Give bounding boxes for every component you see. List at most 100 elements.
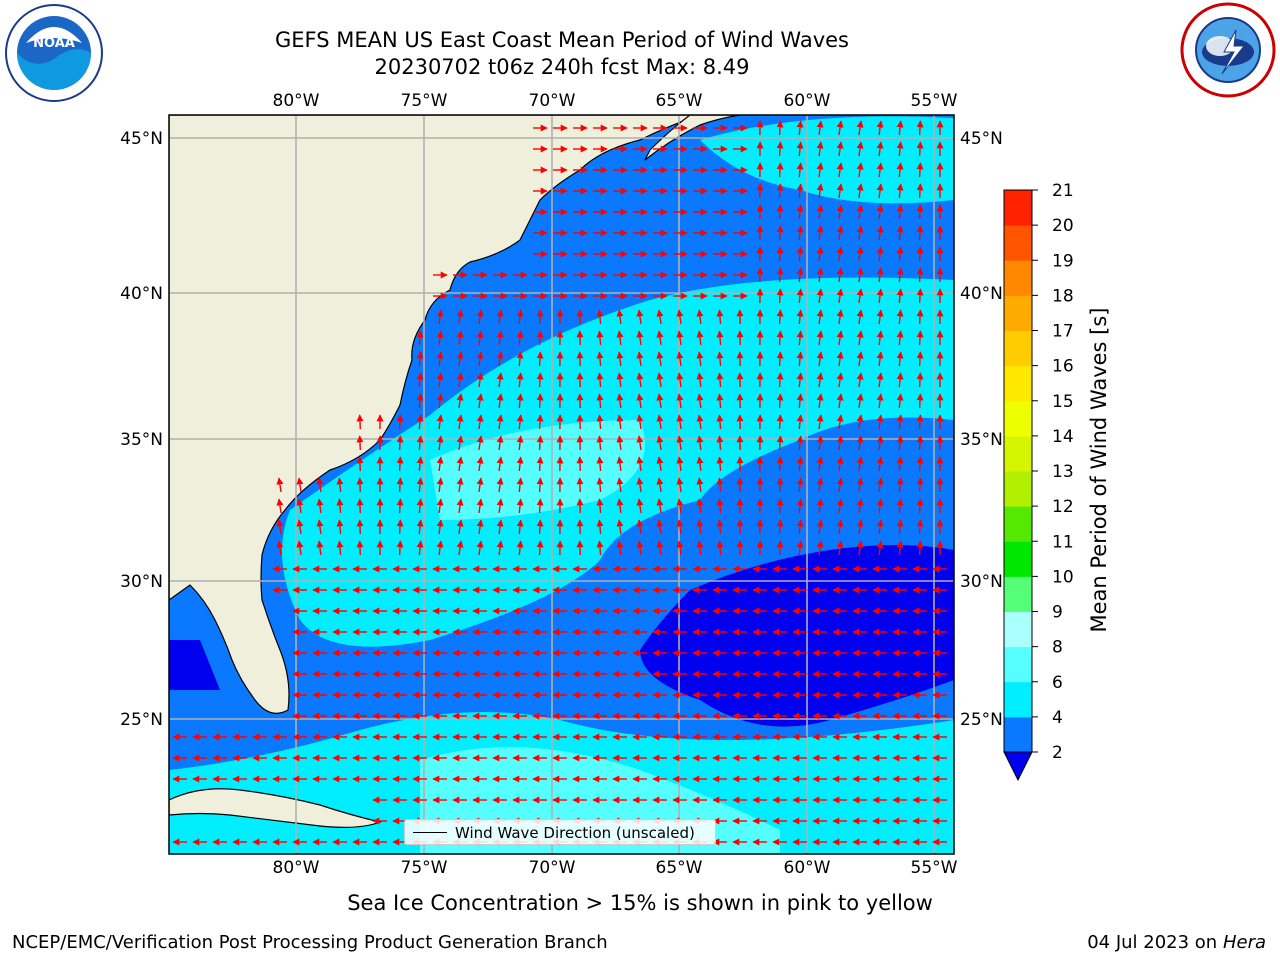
wind-wave-arrow <box>876 456 884 472</box>
wind-wave-arrow <box>656 393 664 409</box>
wind-wave-arrow <box>896 414 904 430</box>
lat-label-right: 25°N <box>960 710 1003 730</box>
wind-wave-arrow <box>536 477 544 493</box>
wind-wave-arrow <box>616 540 624 556</box>
wind-wave-arrow <box>876 183 884 199</box>
wind-wave-arrow <box>916 330 924 346</box>
wind-wave-arrow <box>536 393 544 409</box>
wind-wave-arrow <box>496 309 504 325</box>
wind-wave-arrow <box>676 498 684 514</box>
wind-wave-arrow <box>856 414 864 430</box>
wind-wave-arrow <box>636 477 644 493</box>
wind-wave-arrow <box>916 120 924 136</box>
wind-wave-arrow <box>816 519 824 535</box>
wind-wave-arrow <box>916 393 924 409</box>
wind-wave-arrow <box>856 120 864 136</box>
wind-wave-arrow <box>636 540 644 556</box>
lat-label-right: 30°N <box>960 572 1003 592</box>
wind-wave-arrow <box>836 519 844 535</box>
wind-wave-arrow <box>816 183 824 199</box>
wind-wave-arrow <box>656 372 664 388</box>
colorbar-tick-label: 6 <box>1052 673 1063 693</box>
wind-wave-arrow <box>696 372 704 388</box>
wind-wave-arrow <box>496 519 504 535</box>
lon-label-bottom: 65°W <box>656 858 703 878</box>
wind-wave-arrow <box>836 372 844 388</box>
colorbar-segment <box>1004 435 1032 472</box>
wind-wave-arrow <box>856 393 864 409</box>
wind-wave-arrow <box>616 309 624 325</box>
wind-wave-arrow <box>576 540 584 556</box>
wind-wave-arrow <box>716 372 724 388</box>
lon-label-top: 80°W <box>273 91 320 111</box>
wind-wave-arrow <box>456 540 464 556</box>
wind-wave-arrow <box>856 456 864 472</box>
wind-wave-arrow <box>916 162 924 178</box>
wind-wave-arrow <box>776 435 784 451</box>
wind-wave-arrow <box>716 414 724 430</box>
wind-wave-arrow <box>856 246 864 262</box>
wind-wave-arrow <box>296 477 304 493</box>
wind-wave-arrow <box>676 330 684 346</box>
wind-wave-arrow <box>696 351 704 367</box>
wind-wave-arrow <box>656 435 664 451</box>
wind-wave-arrow <box>776 351 784 367</box>
wind-wave-arrow <box>816 162 824 178</box>
colorbar-segment <box>1004 330 1032 367</box>
wind-wave-arrow <box>716 309 724 325</box>
lon-label-bottom: 80°W <box>273 858 320 878</box>
wind-wave-arrow <box>436 351 444 367</box>
wind-wave-arrow <box>576 435 584 451</box>
wind-wave-arrow <box>816 372 824 388</box>
wind-wave-arrow <box>596 309 604 325</box>
wind-wave-arrow <box>436 540 444 556</box>
wind-wave-arrow <box>776 309 784 325</box>
wind-wave-arrow <box>896 288 904 304</box>
colorbar-segment <box>1004 365 1032 402</box>
wind-wave-arrow <box>836 540 844 556</box>
wind-wave-arrow <box>596 435 604 451</box>
wind-wave-arrow <box>816 309 824 325</box>
wind-wave-arrow <box>296 540 304 556</box>
wind-wave-arrow <box>416 519 424 535</box>
wind-wave-arrow <box>836 435 844 451</box>
wind-wave-arrow <box>876 435 884 451</box>
wind-wave-arrow <box>476 414 484 430</box>
wind-wave-arrow <box>636 372 644 388</box>
wind-wave-arrow <box>636 456 644 472</box>
wind-wave-arrow <box>876 267 884 283</box>
wind-wave-arrow <box>616 519 624 535</box>
lon-label-bottom: 75°W <box>401 858 448 878</box>
wind-wave-arrow <box>416 498 424 514</box>
wind-wave-arrow <box>496 393 504 409</box>
lat-label-left: 40°N <box>120 284 163 304</box>
wind-wave-arrow <box>496 372 504 388</box>
wave-period-zone-under-west <box>169 640 220 690</box>
wind-wave-arrow <box>496 477 504 493</box>
wind-wave-arrow <box>356 519 364 535</box>
wind-wave-arrow <box>616 330 624 346</box>
wind-wave-arrow <box>876 309 884 325</box>
legend-line-icon <box>413 832 447 833</box>
wind-wave-arrow <box>696 309 704 325</box>
wind-wave-arrow <box>596 351 604 367</box>
colorbar-segment <box>1004 646 1032 683</box>
wind-wave-arrow <box>896 477 904 493</box>
wind-wave-arrow <box>896 351 904 367</box>
wind-wave-arrow <box>776 204 784 220</box>
wind-wave-arrow <box>396 519 404 535</box>
wind-wave-arrow <box>856 141 864 157</box>
wind-wave-arrow <box>896 183 904 199</box>
wind-wave-arrow <box>896 372 904 388</box>
wind-wave-arrow <box>416 540 424 556</box>
wind-wave-arrow <box>856 477 864 493</box>
wind-wave-arrow <box>616 456 624 472</box>
wind-wave-arrow <box>476 456 484 472</box>
wind-wave-arrow <box>636 435 644 451</box>
wind-wave-arrow <box>496 498 504 514</box>
wind-wave-arrow <box>716 498 724 514</box>
wind-wave-arrow <box>356 456 364 472</box>
wind-wave-arrow <box>916 477 924 493</box>
wind-wave-arrow <box>456 519 464 535</box>
wind-wave-arrow <box>716 351 724 367</box>
